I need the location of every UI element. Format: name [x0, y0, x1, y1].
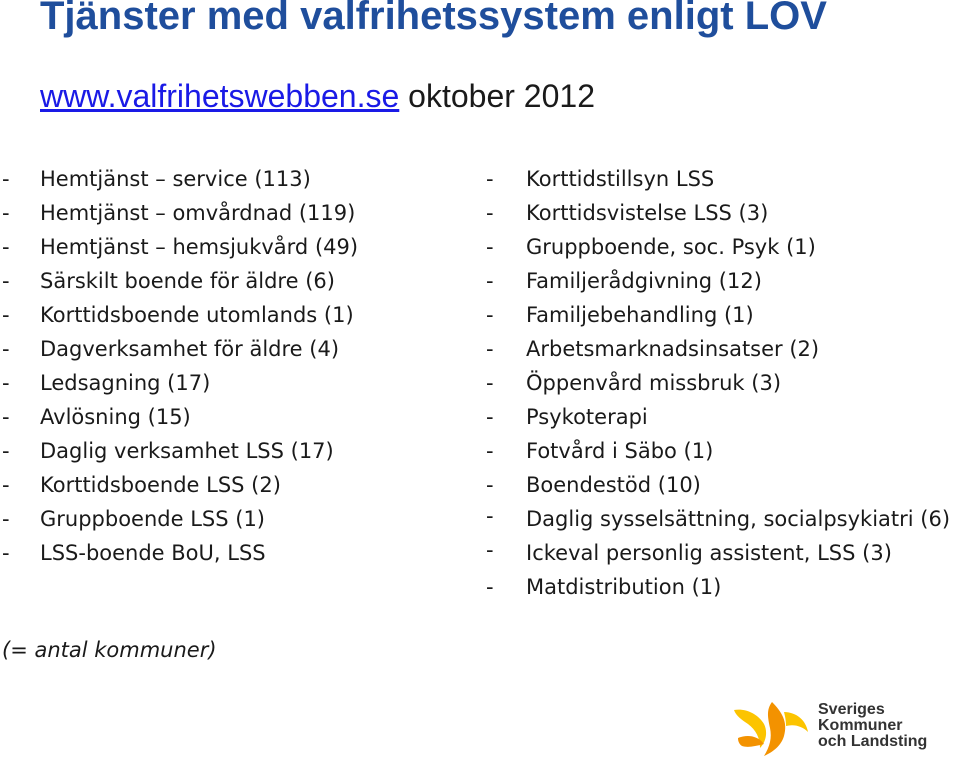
- bullet-dash: -: [486, 405, 494, 429]
- bullet-dash: -: [486, 167, 494, 191]
- bullet-dash: -: [486, 473, 494, 497]
- bullet-dash: -: [486, 439, 494, 463]
- list-item: - Hemtjänst – service (113): [2, 162, 472, 196]
- skl-logo-icon: [734, 702, 808, 756]
- bullet-dash: -: [2, 405, 10, 429]
- subtitle-date: oktober 2012: [399, 78, 595, 114]
- skl-logo-text: Sveriges Kommuner och Landsting: [818, 701, 928, 750]
- list-item: - Ickeval personlig assistent, LSS (3): [486, 538, 892, 565]
- bullet-dash: -: [2, 507, 10, 531]
- list-item: - Öppenvård missbruk (3): [486, 366, 956, 400]
- bullet-dash: -: [486, 269, 494, 293]
- list-item: - Avlösning (15): [2, 400, 472, 434]
- bullet-dash: -: [2, 269, 10, 293]
- list-item: - Fotvård i Säbo (1): [486, 434, 956, 468]
- list-item: - Familjerådgivning (12): [486, 264, 956, 298]
- bullet-dash: -: [2, 473, 10, 497]
- list-item: - Ledsagning (17): [2, 366, 472, 400]
- bullet-dash: -: [2, 337, 10, 361]
- list-item: - Dagverksamhet för äldre (4): [2, 332, 472, 366]
- bullet-dash: -: [486, 303, 494, 327]
- list-item: - Gruppboende, soc. Psyk (1): [486, 230, 956, 264]
- subtitle: www.valfrihetswebben.se oktober 2012: [40, 78, 595, 115]
- list-item: - LSS-boende BoU, LSS: [2, 536, 472, 570]
- list-item: - Korttidstillsyn LSS: [486, 162, 956, 196]
- list-item: - Hemtjänst – hemsjukvård (49): [2, 230, 472, 264]
- bullet-dash: -: [2, 201, 10, 225]
- bullet-dash: -: [486, 337, 494, 361]
- list-item: - Daglig verksamhet LSS (17): [2, 434, 472, 468]
- bullet-dash: -: [2, 167, 10, 191]
- bullet-dash: -: [486, 371, 494, 395]
- bullet-dash: -: [486, 538, 494, 562]
- list-item: - Korttidsvistelse LSS (3): [486, 196, 956, 230]
- list-item: - Boendestöd (10): [486, 468, 956, 502]
- bullet-dash: -: [2, 235, 10, 259]
- page-title: Tjänster med valfrihetssystem enligt LOV: [40, 0, 827, 38]
- list-item: - Psykoterapi: [486, 400, 956, 434]
- skl-logo: Sveriges Kommuner och Landsting: [726, 698, 960, 760]
- bullet-dash: -: [486, 235, 494, 259]
- list-item: - Korttidsboende utomlands (1): [2, 298, 472, 332]
- bullet-dash: -: [2, 303, 10, 327]
- bullet-dash: -: [2, 439, 10, 463]
- bullet-dash: -: [486, 575, 494, 599]
- list-item: - Arbetsmarknadsinsatser (2): [486, 332, 956, 366]
- bullet-dash: -: [2, 541, 10, 565]
- bullet-dash: -: [2, 371, 10, 395]
- list-item: - Gruppboende LSS (1): [2, 502, 472, 536]
- list-item: - Familjebehandling (1): [486, 298, 956, 332]
- list-item: - Särskilt boende för äldre (6): [2, 264, 472, 298]
- bullet-dash: -: [486, 201, 494, 225]
- bullet-dash: -: [486, 504, 494, 528]
- right-service-list: - Korttidstillsyn LSS - Korttidsvistelse L…: [486, 162, 956, 604]
- valfrihetswebben-link[interactable]: www.valfrihetswebben.se: [40, 78, 400, 114]
- left-service-list: - Hemtjänst – service (113) - Hemtjänst – …: [2, 162, 472, 570]
- footnote: (= antal kommuner): [2, 638, 217, 662]
- list-item: - Korttidsboende LSS (2): [2, 468, 472, 502]
- list-item: - Daglig sysselsättning, socialpsykiatri …: [486, 504, 951, 531]
- list-item: - Matdistribution (1): [486, 570, 956, 604]
- list-item: - Hemtjänst – omvårdnad (119): [2, 196, 472, 230]
